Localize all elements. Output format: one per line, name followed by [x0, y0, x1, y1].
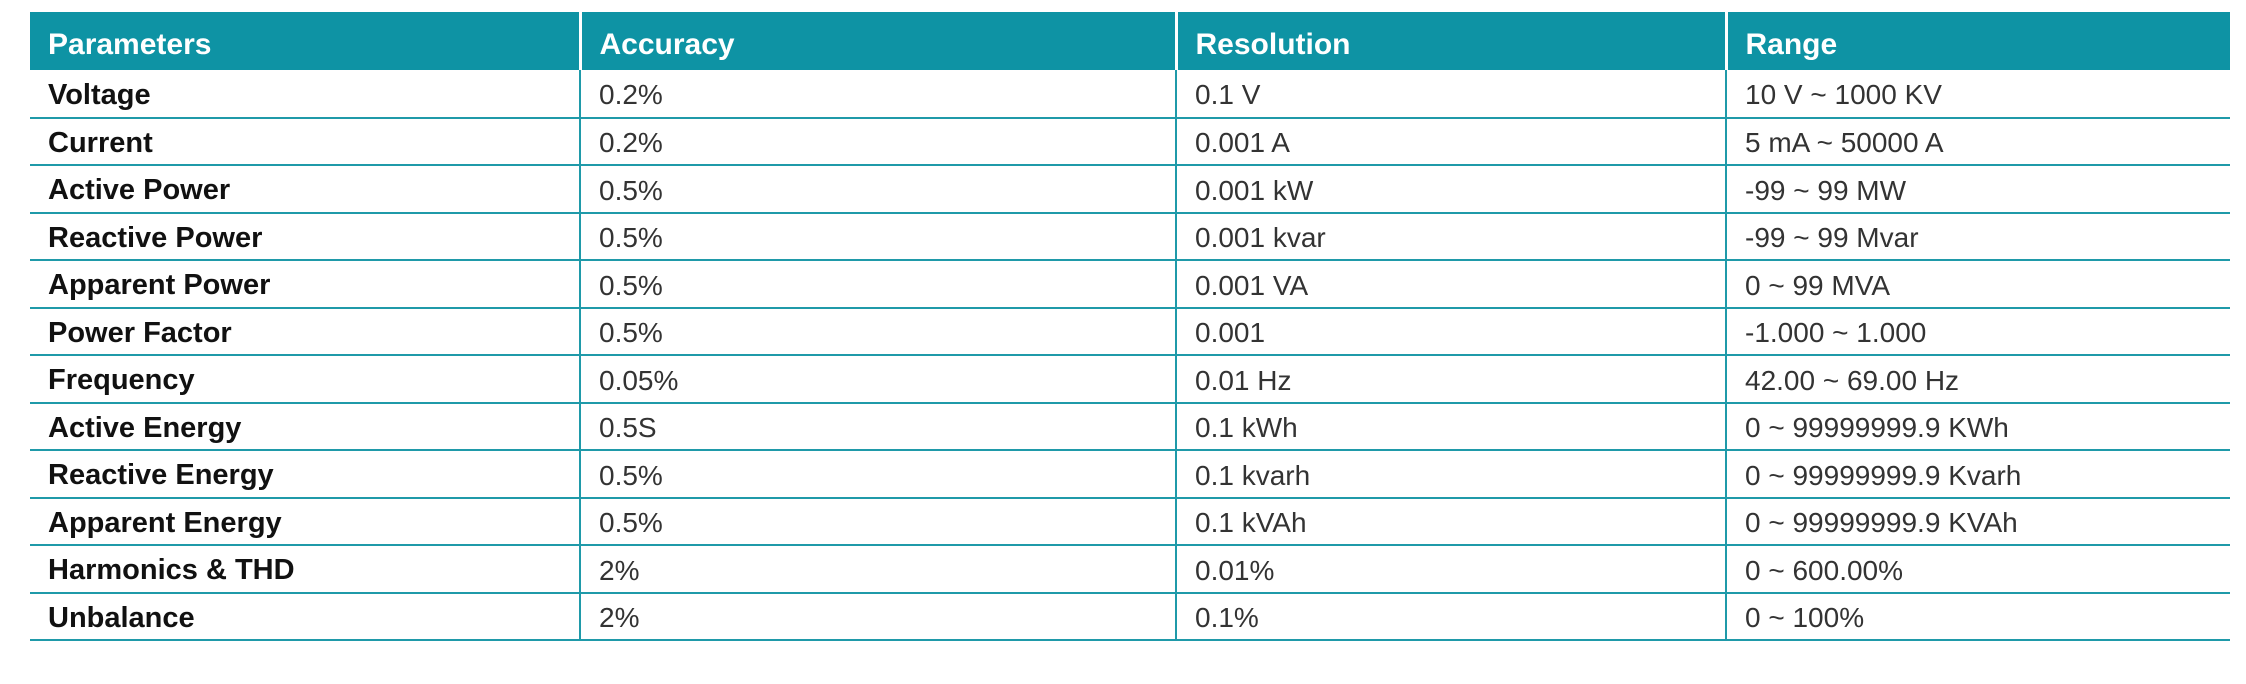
cell-range: 0 ~ 99 MVA [1725, 260, 2230, 309]
table-row: Harmonics & THD 2% 0.01% 0 ~ 600.00% [30, 545, 2230, 594]
cell-resolution: 0.1% [1175, 592, 1726, 641]
table-row: Reactive Energy 0.5% 0.1 kvarh 0 ~ 99999999… [30, 450, 2230, 499]
table-row: Reactive Power 0.5% 0.001 kvar -99 ~ 99 Mva… [30, 212, 2230, 261]
cell-accuracy: 0.5% [579, 260, 1176, 309]
header-range: Range [1724, 12, 2230, 70]
cell-resolution: 0.1 V [1175, 70, 1726, 119]
cell-parameter: Unbalance [30, 592, 580, 641]
table-body: Voltage 0.2% 0.1 V 10 V ~ 1000 KV Current 0.2… [30, 70, 2230, 641]
cell-accuracy: 0.5S [579, 402, 1176, 451]
header-parameters: Parameters [30, 12, 580, 70]
cell-resolution: 0.1 kvarh [1175, 450, 1726, 499]
cell-resolution: 0.001 kW [1175, 165, 1726, 214]
cell-parameter: Power Factor [30, 307, 580, 356]
table-row: Unbalance 2% 0.1% 0 ~ 100% [30, 592, 2230, 641]
cell-parameter: Reactive Power [30, 212, 580, 261]
table-row: Frequency 0.05% 0.01 Hz 42.00 ~ 69.00 Hz [30, 355, 2230, 404]
cell-parameter: Current [30, 117, 580, 166]
cell-range: 0 ~ 99999999.9 Kvarh [1725, 450, 2230, 499]
header-row: Parameters Accuracy Resolution Range [30, 12, 2230, 70]
cell-parameter: Voltage [30, 70, 580, 119]
cell-range: 0 ~ 99999999.9 KVAh [1725, 497, 2230, 546]
cell-range: 5 mA ~ 50000 A [1725, 117, 2230, 166]
cell-parameter: Apparent Power [30, 260, 580, 309]
cell-parameter: Apparent Energy [30, 497, 580, 546]
cell-accuracy: 0.5% [579, 307, 1176, 356]
header-accuracy: Accuracy [578, 12, 1176, 70]
cell-accuracy: 2% [579, 545, 1176, 594]
cell-accuracy: 0.2% [579, 70, 1176, 119]
cell-resolution: 0.01 Hz [1175, 355, 1726, 404]
cell-parameter: Active Power [30, 165, 580, 214]
cell-accuracy: 0.5% [579, 165, 1176, 214]
cell-range: 42.00 ~ 69.00 Hz [1725, 355, 2230, 404]
cell-resolution: 0.001 VA [1175, 260, 1726, 309]
table-row: Active Power 0.5% 0.001 kW -99 ~ 99 MW [30, 165, 2230, 214]
cell-accuracy: 0.2% [579, 117, 1176, 166]
cell-resolution: 0.1 kVAh [1175, 497, 1726, 546]
cell-range: 0 ~ 100% [1725, 592, 2230, 641]
specifications-table: Parameters Accuracy Resolution Range Vol… [30, 12, 2230, 641]
table-row: Apparent Power 0.5% 0.001 VA 0 ~ 99 MVA [30, 260, 2230, 309]
table-header: Parameters Accuracy Resolution Range [30, 12, 2230, 70]
cell-range: -99 ~ 99 Mvar [1725, 212, 2230, 261]
table-row: Apparent Energy 0.5% 0.1 kVAh 0 ~ 99999999.… [30, 497, 2230, 546]
cell-resolution: 0.1 kWh [1175, 402, 1726, 451]
cell-accuracy: 0.5% [579, 450, 1176, 499]
cell-accuracy: 0.5% [579, 497, 1176, 546]
table-row: Power Factor 0.5% 0.001 -1.000 ~ 1.000 [30, 307, 2230, 356]
cell-range: 0 ~ 99999999.9 KWh [1725, 402, 2230, 451]
table-row: Voltage 0.2% 0.1 V 10 V ~ 1000 KV [30, 70, 2230, 119]
cell-parameter: Active Energy [30, 402, 580, 451]
cell-range: -1.000 ~ 1.000 [1725, 307, 2230, 356]
cell-accuracy: 0.05% [579, 355, 1176, 404]
table-row: Active Energy 0.5S 0.1 kWh 0 ~ 99999999.9 K… [30, 402, 2230, 451]
cell-range: -99 ~ 99 MW [1725, 165, 2230, 214]
cell-accuracy: 0.5% [579, 212, 1176, 261]
cell-accuracy: 2% [579, 592, 1176, 641]
cell-range: 0 ~ 600.00% [1725, 545, 2230, 594]
cell-resolution: 0.01% [1175, 545, 1726, 594]
cell-parameter: Reactive Energy [30, 450, 580, 499]
header-resolution: Resolution [1174, 12, 1726, 70]
cell-range: 10 V ~ 1000 KV [1725, 70, 2230, 119]
cell-parameter: Harmonics & THD [30, 545, 580, 594]
cell-parameter: Frequency [30, 355, 580, 404]
cell-resolution: 0.001 [1175, 307, 1726, 356]
cell-resolution: 0.001 A [1175, 117, 1726, 166]
cell-resolution: 0.001 kvar [1175, 212, 1726, 261]
